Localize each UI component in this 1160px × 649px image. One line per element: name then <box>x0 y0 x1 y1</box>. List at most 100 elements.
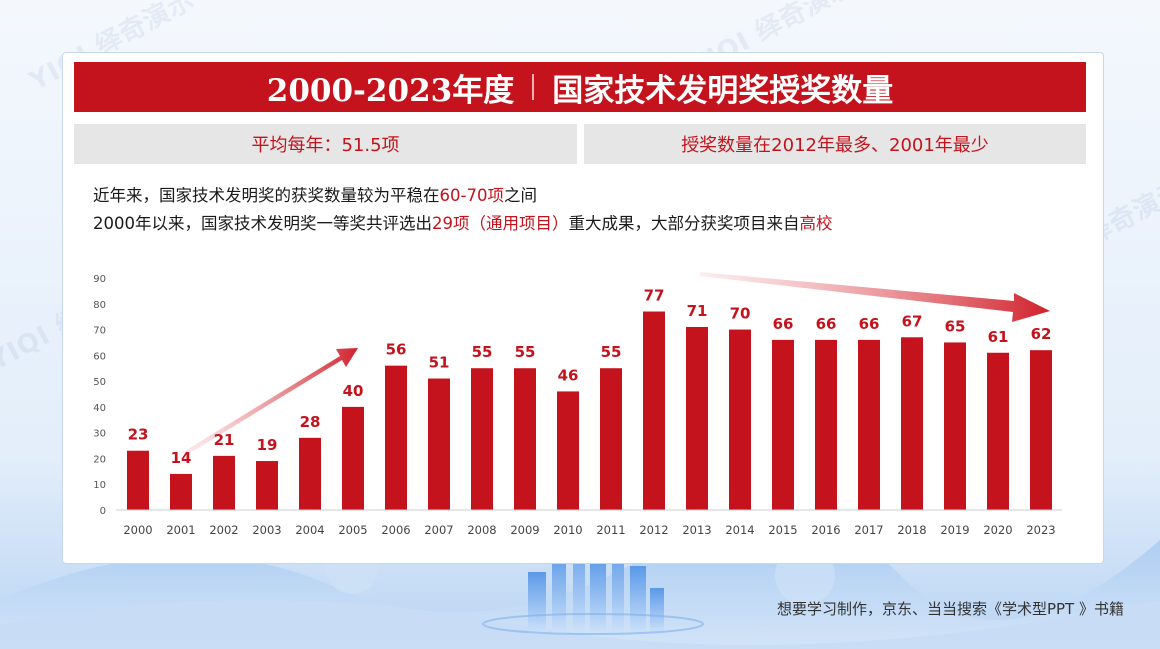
title-years: 2000-2023年度 <box>266 72 515 109</box>
footer-note: 想要学习制作，京东、当当搜索《学术型PPT 》书籍 <box>776 600 1124 618</box>
x-tick-label: 2010 <box>553 523 582 537</box>
desc-highlight: 高校 <box>799 214 833 233</box>
rise-trend-arrow <box>183 348 358 456</box>
bar-2023 <box>1030 350 1052 510</box>
title-divider <box>532 74 535 100</box>
description-line-1: 近年来，国家技术发明奖的获奖数量较为平稳在60-70项之间 <box>93 182 537 206</box>
decline-trend-arrow <box>700 272 1050 322</box>
desc-text: 近年来，国家技术发明奖的获奖数量较为平稳在 <box>93 186 440 205</box>
x-tick-label: 2001 <box>166 523 195 537</box>
y-tick-label: 70 <box>93 326 106 337</box>
bar-2011 <box>600 368 622 510</box>
x-tick-label: 2017 <box>854 523 883 537</box>
data-label: 40 <box>343 382 364 400</box>
bar-2009 <box>514 368 536 510</box>
data-label: 51 <box>429 354 450 372</box>
data-label: 55 <box>472 343 493 361</box>
y-tick-label: 90 <box>93 274 106 285</box>
x-tick-label: 2004 <box>295 523 324 537</box>
x-tick-label: 2019 <box>940 523 969 537</box>
data-label: 61 <box>988 328 1009 346</box>
bar-2002 <box>213 455 235 510</box>
data-label: 21 <box>214 431 235 449</box>
bar-2008 <box>471 368 493 510</box>
x-tick-label: 2002 <box>209 523 238 537</box>
y-tick-label: 10 <box>93 480 106 491</box>
data-label: 70 <box>730 305 751 323</box>
x-tick-label: 2012 <box>639 523 668 537</box>
x-tick-label: 2016 <box>811 523 840 537</box>
desc-highlight: 29项（通用项目） <box>432 214 569 233</box>
desc-text: 之间 <box>503 186 537 205</box>
stat-extremes-text: 授奖数量在2012年最多、2001年最少 <box>681 135 989 156</box>
x-tick-label: 2008 <box>467 523 496 537</box>
data-label: 62 <box>1031 325 1052 343</box>
description-line-2: 2000年以来，国家技术发明奖一等奖共评选出29项（通用项目）重大成果，大部分获… <box>93 210 833 234</box>
x-tick-label: 2000 <box>123 523 152 537</box>
x-tick-label: 2023 <box>1026 523 1055 537</box>
data-label: 71 <box>687 302 708 320</box>
bar-2014 <box>729 329 751 510</box>
x-tick-label: 2015 <box>768 523 797 537</box>
data-label: 55 <box>601 343 622 361</box>
y-tick-label: 20 <box>93 454 106 465</box>
data-label: 66 <box>816 315 837 333</box>
desc-text: 2000年以来，国家技术发明奖一等奖共评选出 <box>93 214 432 233</box>
x-tick-label: 2014 <box>725 523 754 537</box>
data-label: 66 <box>773 315 794 333</box>
bar-2013 <box>686 326 708 510</box>
x-tick-label: 2005 <box>338 523 367 537</box>
data-label: 65 <box>945 317 966 335</box>
bar-2003 <box>256 461 278 510</box>
data-label: 66 <box>859 315 880 333</box>
bar-2019 <box>944 342 966 510</box>
bar-2010 <box>557 391 579 510</box>
stat-average: 平均每年：51.5项 <box>74 124 577 164</box>
desc-text: 重大成果，大部分获奖项目来自 <box>568 214 800 233</box>
page-title: 国家技术发明奖授奖数量 <box>552 72 894 109</box>
y-tick-label: 60 <box>93 351 106 362</box>
data-label: 56 <box>386 341 407 359</box>
bar-2005 <box>342 406 364 510</box>
trend-arrows <box>183 272 1050 456</box>
data-label: 67 <box>902 312 923 330</box>
bar-2007 <box>428 378 450 510</box>
data-label: 19 <box>257 436 278 454</box>
bar-2004 <box>299 437 321 510</box>
y-tick-label: 80 <box>93 300 106 311</box>
bar-2012 <box>643 311 665 510</box>
data-label: 55 <box>515 343 536 361</box>
stat-average-text: 平均每年：51.5项 <box>251 135 400 156</box>
x-tick-label: 2009 <box>510 523 539 537</box>
x-tick-label: 2007 <box>424 523 453 537</box>
desc-highlight: 60-70项 <box>439 186 504 205</box>
bar-2017 <box>858 339 880 510</box>
bar-2006 <box>385 365 407 510</box>
y-tick-label: 40 <box>93 403 106 414</box>
data-label: 23 <box>128 426 149 444</box>
x-tick-label: 2011 <box>596 523 625 537</box>
bar-2018 <box>901 337 923 510</box>
stat-extremes: 授奖数量在2012年最多、2001年最少 <box>584 124 1086 164</box>
bar-2001 <box>170 473 192 510</box>
x-tick-label: 2003 <box>252 523 281 537</box>
y-tick-label: 30 <box>93 429 106 440</box>
title-bar: 2000-2023年度 国家技术发明奖授奖数量 <box>74 62 1086 112</box>
y-axis: 0 10 20 30 40 50 60 70 80 90 <box>93 274 106 517</box>
x-axis: 2000 2001 2002 2003 2004 2005 2006 2007 2008 2009… <box>116 509 1062 537</box>
data-label: 28 <box>300 413 321 431</box>
data-label: 46 <box>558 366 579 384</box>
bar-2016 <box>815 339 837 510</box>
x-tick-label: 2020 <box>983 523 1012 537</box>
bar-2015 <box>772 339 794 510</box>
x-tick-label: 2018 <box>897 523 926 537</box>
x-tick-label: 2013 <box>682 523 711 537</box>
bar-2020 <box>987 352 1009 510</box>
x-tick-label: 2006 <box>381 523 410 537</box>
y-tick-label: 50 <box>93 377 106 388</box>
bar-2000 <box>127 450 149 510</box>
data-label: 14 <box>171 449 192 467</box>
y-tick-label: 0 <box>100 506 106 517</box>
data-label: 77 <box>644 287 665 305</box>
